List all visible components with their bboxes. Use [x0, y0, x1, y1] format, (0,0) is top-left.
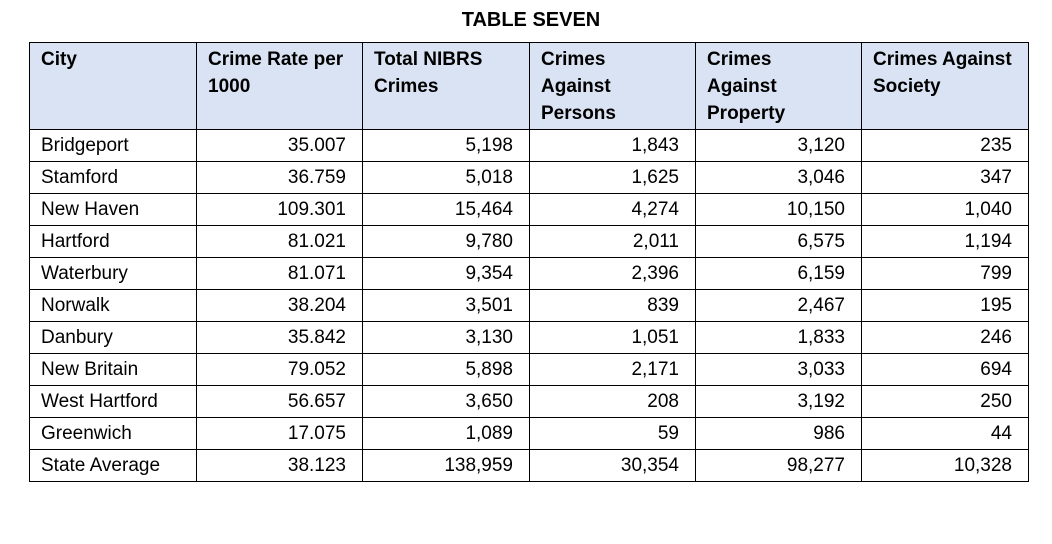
value-cell: 30,354: [529, 449, 696, 482]
value-cell: 3,192: [695, 385, 862, 418]
value-cell: 694: [861, 353, 1029, 386]
table-row: State Average 38.123 138,959 30,354 98,277 10…: [29, 449, 1029, 482]
value-cell: 5,018: [362, 161, 530, 194]
value-cell: 1,625: [529, 161, 696, 194]
value-cell: 3,130: [362, 321, 530, 354]
value-cell: 799: [861, 257, 1029, 290]
city-cell: Waterbury: [29, 257, 197, 290]
city-cell: New Haven: [29, 193, 197, 226]
value-cell: 2,171: [529, 353, 696, 386]
value-cell: 839: [529, 289, 696, 322]
city-cell: State Average: [29, 449, 197, 482]
value-cell: 59: [529, 417, 696, 450]
value-cell: 1,833: [695, 321, 862, 354]
value-cell: 81.071: [196, 257, 363, 290]
header-cell: Crime Rate per 1000: [196, 42, 363, 130]
table-row: Waterbury 81.071 9,354 2,396 6,159 799: [29, 257, 1029, 290]
value-cell: 15,464: [362, 193, 530, 226]
value-cell: 10,328: [861, 449, 1029, 482]
value-cell: 2,011: [529, 225, 696, 258]
value-cell: 2,396: [529, 257, 696, 290]
value-cell: 9,354: [362, 257, 530, 290]
table-row: Norwalk 38.204 3,501 839 2,467 195: [29, 289, 1029, 322]
city-cell: Norwalk: [29, 289, 197, 322]
table-row: Stamford 36.759 5,018 1,625 3,046 347: [29, 161, 1029, 194]
value-cell: 79.052: [196, 353, 363, 386]
value-cell: 1,040: [861, 193, 1029, 226]
value-cell: 347: [861, 161, 1029, 194]
value-cell: 1,051: [529, 321, 696, 354]
value-cell: 3,120: [695, 129, 862, 162]
value-cell: 38.123: [196, 449, 363, 482]
value-cell: 986: [695, 417, 862, 450]
value-cell: 3,033: [695, 353, 862, 386]
value-cell: 5,898: [362, 353, 530, 386]
header-cell: Crimes Against Property: [695, 42, 862, 130]
city-cell: New Britain: [29, 353, 197, 386]
value-cell: 3,501: [362, 289, 530, 322]
table-row: Hartford 81.021 9,780 2,011 6,575 1,194: [29, 225, 1029, 258]
city-cell: Danbury: [29, 321, 197, 354]
value-cell: 98,277: [695, 449, 862, 482]
value-cell: 1,089: [362, 417, 530, 450]
header-cell: City: [29, 42, 197, 130]
table-row: Danbury 35.842 3,130 1,051 1,833 246: [29, 321, 1029, 354]
value-cell: 109.301: [196, 193, 363, 226]
table-title: TABLE SEVEN: [461, 9, 601, 31]
table-body: Bridgeport 35.007 5,198 1,843 3,120 235 Stamfo…: [29, 129, 1029, 482]
value-cell: 195: [861, 289, 1029, 322]
value-cell: 17.075: [196, 417, 363, 450]
data-table: City Crime Rate per 1000 Total NIBRS Crime…: [29, 42, 1029, 482]
value-cell: 9,780: [362, 225, 530, 258]
city-cell: Greenwich: [29, 417, 197, 450]
value-cell: 1,843: [529, 129, 696, 162]
table-row: Bridgeport 35.007 5,198 1,843 3,120 235: [29, 129, 1029, 162]
city-cell: West Hartford: [29, 385, 197, 418]
value-cell: 56.657: [196, 385, 363, 418]
table-row: New Britain 79.052 5,898 2,171 3,033 694: [29, 353, 1029, 386]
value-cell: 3,650: [362, 385, 530, 418]
value-cell: 81.021: [196, 225, 363, 258]
value-cell: 208: [529, 385, 696, 418]
table-row: Greenwich 17.075 1,089 59 986 44: [29, 417, 1029, 450]
city-cell: Bridgeport: [29, 129, 197, 162]
value-cell: 250: [861, 385, 1029, 418]
header-cell: Crimes Against Persons: [529, 42, 696, 130]
header-cell: Total NIBRS Crimes: [362, 42, 530, 130]
value-cell: 1,194: [861, 225, 1029, 258]
value-cell: 36.759: [196, 161, 363, 194]
city-cell: Stamford: [29, 161, 197, 194]
value-cell: 44: [861, 417, 1029, 450]
value-cell: 35.842: [196, 321, 363, 354]
header-row: City Crime Rate per 1000 Total NIBRS Crime…: [29, 42, 1029, 130]
city-cell: Hartford: [29, 225, 197, 258]
header-cell: Crimes Against Society: [861, 42, 1029, 130]
value-cell: 3,046: [695, 161, 862, 194]
value-cell: 6,159: [695, 257, 862, 290]
value-cell: 235: [861, 129, 1029, 162]
value-cell: 2,467: [695, 289, 862, 322]
value-cell: 4,274: [529, 193, 696, 226]
table-row: New Haven 109.301 15,464 4,274 10,150 1,040: [29, 193, 1029, 226]
value-cell: 10,150: [695, 193, 862, 226]
value-cell: 6,575: [695, 225, 862, 258]
value-cell: 38.204: [196, 289, 363, 322]
value-cell: 246: [861, 321, 1029, 354]
value-cell: 138,959: [362, 449, 530, 482]
value-cell: 5,198: [362, 129, 530, 162]
value-cell: 35.007: [196, 129, 363, 162]
table-row: West Hartford 56.657 3,650 208 3,192 250: [29, 385, 1029, 418]
